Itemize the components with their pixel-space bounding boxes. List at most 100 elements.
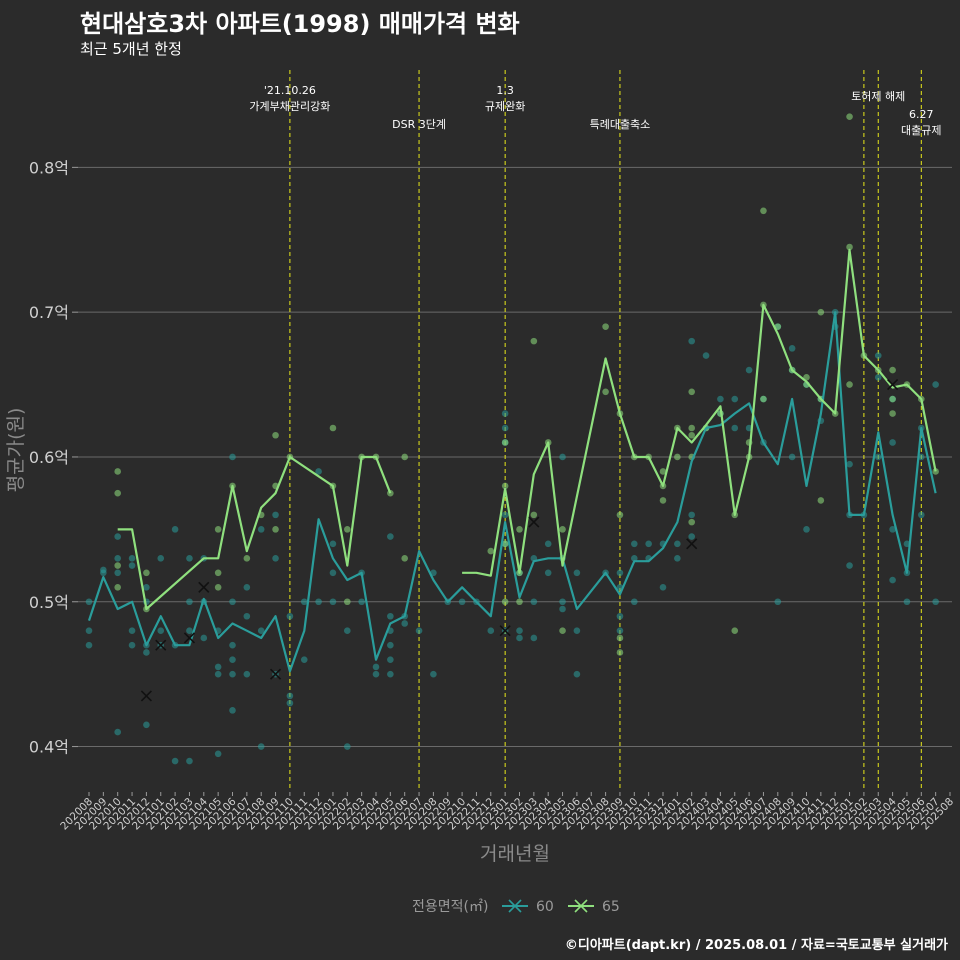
series-line-65 [462,248,937,577]
cross-stroke [887,378,899,391]
y-axis-ticks: 0.4억 0.5억 0.6억 0.7억 0.8억 [29,158,78,757]
cross-stroke [183,632,196,644]
data-point-65 [487,547,495,555]
data-point-60 [157,555,165,562]
data-point-65 [559,526,566,533]
data-point-60 [243,583,251,591]
data-point-60 [516,627,523,635]
data-point-60 [501,424,509,432]
data-point-60 [573,569,581,577]
data-point-60 [114,533,121,540]
data-point-65 [616,649,624,656]
data-point-60 [559,453,566,461]
data-point-60 [286,692,294,700]
y-axis-title: 평균가(원) [5,408,27,493]
cross-marker [528,516,540,528]
data-point-60 [300,598,308,606]
legend-title: 전용면적(㎡) [412,899,488,915]
data-point-60 [300,656,308,663]
y-tick-label: 0.7억 [29,303,69,322]
data-point-60 [788,453,796,461]
data-point-60 [257,627,265,635]
data-point-65 [344,526,351,533]
data-point-60 [329,598,337,606]
data-point-60 [387,656,394,663]
data-point-65 [688,518,695,526]
cross-marker [140,690,152,702]
data-point-65 [889,366,896,374]
data-point-60 [143,721,150,729]
source-caption: ©디아파트(dapt.kr) / 2025.08.01 / 자료=국토교통부 실… [564,938,948,953]
data-point-65 [688,424,695,432]
data-point-60 [559,605,566,613]
cross-markers [140,378,899,702]
transaction-points [85,113,939,765]
data-point-65 [760,395,767,403]
data-point-60 [745,366,753,374]
event-label: 특례대출축소 [590,118,651,131]
data-point-60 [186,555,193,562]
y-tick-label: 0.8억 [29,158,69,177]
data-point-60 [889,526,896,533]
x-axis-title: 거래년월 [480,843,550,865]
data-point-65 [516,526,523,533]
data-point-60 [315,598,322,606]
data-point-60 [616,612,624,620]
data-point-60 [501,410,509,417]
data-point-65 [932,468,939,475]
data-point-60 [659,583,667,591]
data-point-65 [846,381,853,388]
y-tick-label: 0.5억 [29,593,69,612]
data-point-65 [243,555,251,562]
data-point-65 [674,453,681,461]
data-point-60 [674,555,681,562]
data-point-65 [214,526,222,533]
data-point-65 [114,583,121,591]
data-point-60 [286,699,294,707]
data-point-65 [530,337,538,345]
x-axis-ticks: 2020082020092020102020112020122021012021… [58,792,956,832]
data-point-60 [229,656,236,663]
data-point-60 [573,670,581,678]
cross-stroke [140,690,152,702]
data-point-60 [874,374,882,381]
data-point-60 [344,627,351,635]
data-point-60 [631,540,638,548]
data-point-60 [100,566,107,574]
series-line-65 [117,455,392,611]
data-point-60 [214,663,222,671]
data-point-60 [128,627,136,635]
data-point-60 [874,352,882,359]
data-point-60 [688,511,695,519]
data-point-60 [171,526,179,533]
data-point-60 [645,540,652,548]
series-line-60 [87,311,937,673]
data-point-60 [257,743,265,750]
data-point-60 [631,598,638,606]
data-point-60 [401,620,409,627]
data-point-60 [573,627,581,635]
data-point-60 [458,598,466,606]
data-point-60 [243,670,251,678]
data-point-60 [559,598,566,606]
legend: 전용면적(㎡) 60 65 [412,899,620,915]
data-point-60 [688,533,695,540]
data-point-60 [214,750,222,758]
cross-marker [183,632,196,644]
legend-label: 65 [602,899,620,915]
data-point-65 [401,555,409,562]
data-point-65 [272,431,279,439]
data-point-65 [501,598,509,606]
chart-subtitle: 최근 5개년 한정 [80,40,182,58]
data-point-60 [171,757,179,765]
data-point-65 [731,627,739,635]
data-point-60 [114,569,121,577]
data-point-60 [516,634,523,642]
cross-marker [499,625,511,637]
data-point-60 [286,612,294,620]
data-point-65 [889,395,896,403]
data-point-60 [214,670,222,678]
data-point-60 [372,670,380,678]
